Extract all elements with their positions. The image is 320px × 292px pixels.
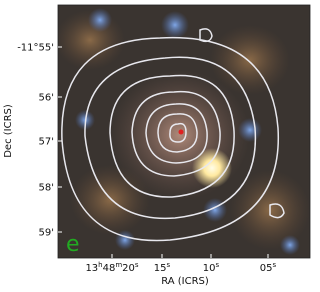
x-tick-label: 10s: [203, 261, 220, 274]
y-tick-label: 59': [39, 228, 54, 239]
y-tick-label: 56': [39, 93, 54, 104]
contours: [61, 28, 285, 242]
x-tick-label: 15s: [154, 261, 171, 274]
panel-label: e: [66, 232, 80, 257]
source-marker: [178, 129, 184, 135]
x-tick-label: 13h48m20s: [85, 261, 138, 274]
sky-image: [58, 5, 310, 258]
page: e RA (ICRS) Dec (ICRS) 13h48m20s 15s 10s 05…: [3, 4, 311, 287]
y-tick-label: 58': [39, 183, 54, 194]
frame: [57, 4, 311, 259]
y-tick-label: -11°55': [17, 43, 54, 54]
x-tick-label: 05s: [260, 261, 277, 274]
x-axis-label: RA (ICRS): [161, 276, 209, 287]
y-tick-label: 57': [39, 137, 54, 148]
y-axis-label: Dec (ICRS): [3, 104, 14, 158]
figure: e RA (ICRS) Dec (ICRS) 13h48m20s 15s 10s 05…: [3, 4, 311, 287]
